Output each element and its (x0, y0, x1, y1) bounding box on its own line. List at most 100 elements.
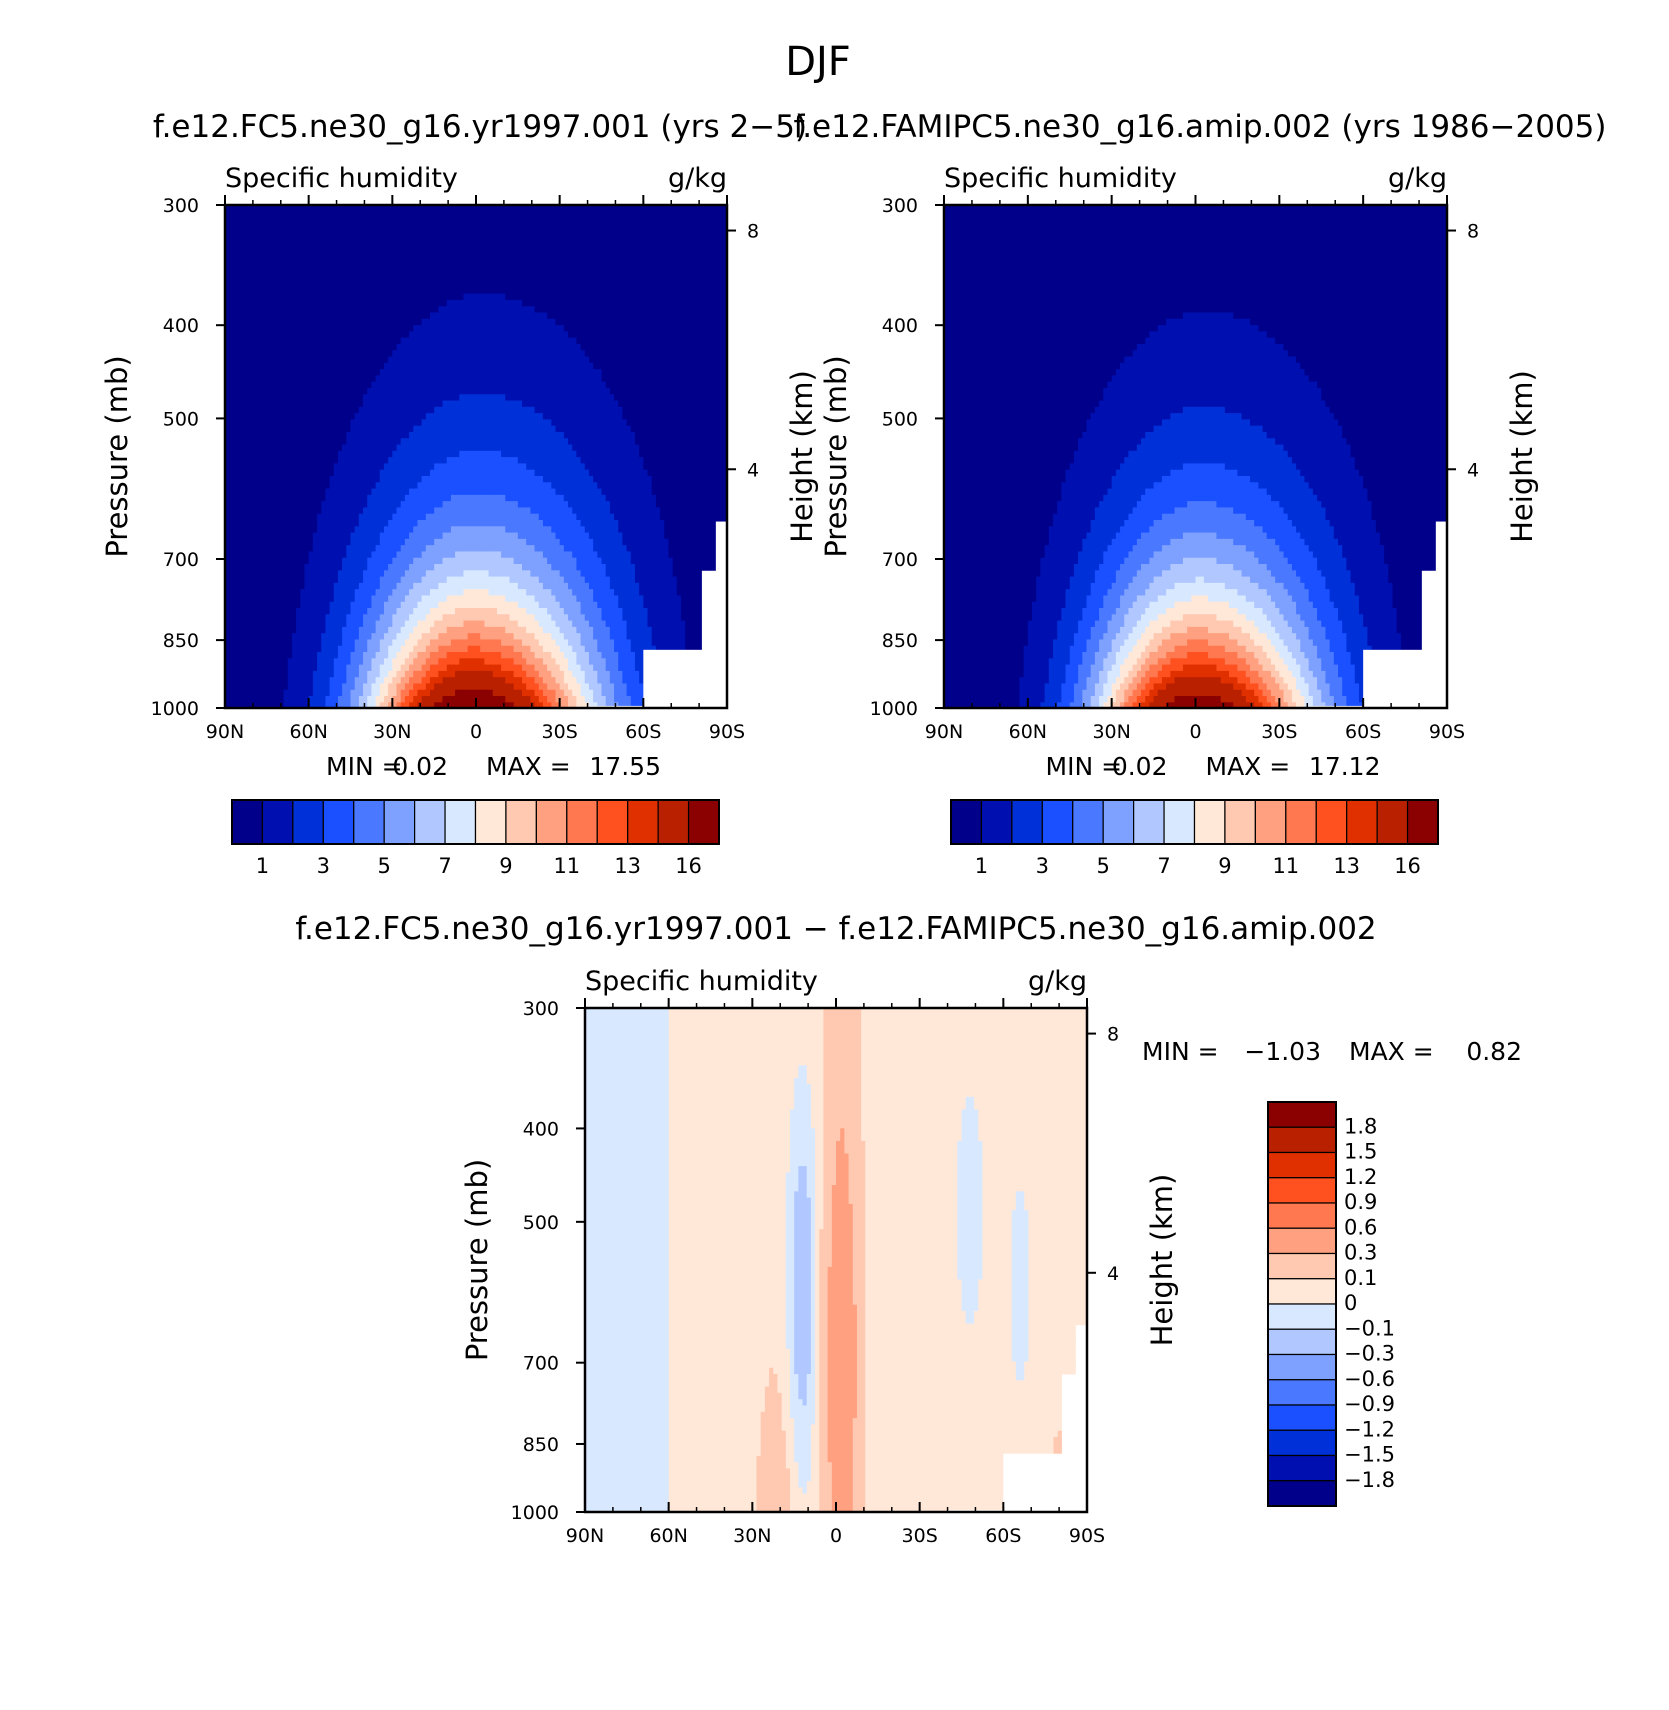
contour-cell (342, 557, 347, 564)
contour-cell (380, 626, 385, 633)
contour-cell (392, 457, 397, 464)
contour-cell (501, 595, 506, 602)
contour-cell (279, 595, 284, 602)
contour-cell (229, 689, 234, 696)
contour-cell (392, 633, 397, 640)
contour-cell (275, 626, 280, 633)
contour-cell (618, 488, 623, 495)
contour-cell (338, 526, 343, 533)
contour-cell (296, 582, 301, 589)
contour-cell (451, 626, 456, 633)
contour-cell (275, 475, 280, 482)
contour-cell (631, 494, 636, 501)
contour-cell (405, 482, 410, 489)
contour-cell (564, 664, 569, 671)
contour-cell (242, 677, 247, 684)
contour-cell (698, 576, 703, 583)
contour-cell (229, 501, 234, 508)
contour-cell (430, 513, 435, 520)
contour-cell (648, 614, 653, 621)
contour-cell (371, 626, 376, 633)
contour-cell (627, 494, 632, 501)
contour-cell (677, 601, 682, 608)
contour-cell (501, 501, 506, 508)
contour-cell (359, 482, 364, 489)
contour-cell (292, 444, 297, 451)
contour-cell (522, 507, 527, 514)
contour-cell (342, 538, 347, 545)
contour-cell (363, 463, 368, 470)
contour-cell (643, 570, 648, 577)
contour-cell (304, 570, 309, 577)
contour-cell (459, 482, 464, 489)
contour-cell (296, 689, 301, 696)
contour-cell (497, 601, 502, 608)
contour-cell (635, 607, 640, 614)
contour-cell (397, 545, 402, 552)
contour-cell (660, 526, 665, 533)
contour-cell (279, 683, 284, 690)
contour-cell (698, 639, 703, 646)
contour-cell (497, 626, 502, 633)
contour-cell (493, 551, 498, 558)
contour-cell (689, 488, 694, 495)
contour-cell (284, 457, 289, 464)
contour-cell (455, 645, 460, 652)
contour-cell (430, 626, 435, 633)
contour-cell (250, 457, 255, 464)
contour-cell (597, 507, 602, 514)
contour-cell (430, 545, 435, 552)
contour-cell (258, 463, 263, 470)
contour-cell (673, 482, 678, 489)
contour-cell (455, 526, 460, 533)
contour-cell (380, 513, 385, 520)
contour-cell (652, 482, 657, 489)
contour-cell (271, 450, 276, 457)
contour-cell (476, 545, 481, 552)
contour-cell (539, 570, 544, 577)
contour-cell (300, 664, 305, 671)
contour-cell (309, 689, 314, 696)
contour-cell (417, 582, 422, 589)
contour-cell (355, 658, 360, 665)
contour-cell (543, 664, 548, 671)
contour-cell (618, 695, 623, 702)
contour-cell (706, 513, 711, 520)
contour-cell (656, 557, 661, 564)
contour-cell (292, 482, 297, 489)
contour-cell (401, 626, 406, 633)
contour-cell (443, 664, 448, 671)
contour-cell (551, 689, 556, 696)
contour-cell (555, 501, 560, 508)
contour-cell (447, 670, 452, 677)
contour-cell (397, 664, 402, 671)
contour-cell (330, 469, 335, 476)
contour-cell (539, 576, 544, 583)
contour-cell (585, 683, 590, 690)
contour-cell (304, 513, 309, 520)
contour-cell (338, 507, 343, 514)
contour-cell (572, 488, 577, 495)
contour-cell (593, 595, 598, 602)
contour-cell (526, 457, 531, 464)
contour-cell (250, 469, 255, 476)
contour-cell (363, 545, 368, 552)
contour-cell (631, 557, 636, 564)
contour-cell (614, 526, 619, 533)
contour-cell (258, 557, 263, 564)
contour-cell (271, 607, 276, 614)
contour-cell (673, 519, 678, 526)
contour-cell (694, 469, 699, 476)
contour-cell (325, 620, 330, 627)
contour-cell (263, 695, 268, 702)
contour-cell (242, 695, 247, 702)
contour-cell (288, 626, 293, 633)
contour-cell (639, 570, 644, 577)
contour-cell (610, 683, 615, 690)
contour-cell (493, 557, 498, 564)
contour-cell (405, 557, 410, 564)
contour-cell (317, 670, 322, 677)
contour-cell (359, 457, 364, 464)
contour-cell (342, 545, 347, 552)
contour-cell (271, 595, 276, 602)
